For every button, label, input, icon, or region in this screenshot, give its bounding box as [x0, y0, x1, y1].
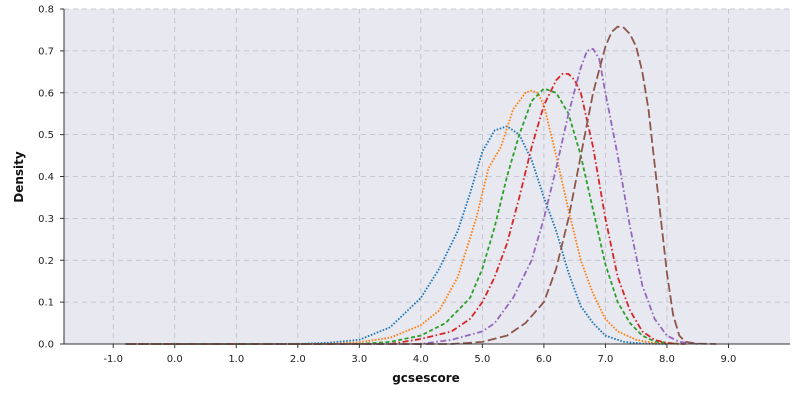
y-tick-label: 0.5	[38, 130, 54, 141]
x-tick-label: 3.0	[351, 354, 367, 365]
x-tick-label: -1.0	[103, 354, 123, 365]
x-tick-label: 0.0	[167, 354, 183, 365]
y-tick-label: 0.2	[38, 256, 54, 267]
x-tick-label: 8.0	[659, 354, 675, 365]
y-tick-label: 0.3	[38, 214, 54, 225]
x-tick-label: 7.0	[597, 354, 613, 365]
y-axis-title: Density	[12, 151, 26, 203]
x-axis-title: gcsescore	[392, 371, 460, 385]
y-tick-label: 0.4	[38, 172, 54, 183]
series-line-4	[125, 73, 686, 345]
x-tick-label: 1.0	[228, 354, 244, 365]
y-tick-label: 0.1	[38, 298, 54, 309]
series-line-3	[125, 87, 680, 345]
axes: -1.0 0.0 1.0 2.0 3.0 4.0 5.0 6.0 7.0 8.0 9.0 0.0 0.1…	[38, 5, 790, 365]
x-tick-label: 5.0	[474, 354, 490, 365]
x-tick-label: 4.0	[413, 354, 429, 365]
y-tick-label: 0.7	[38, 46, 54, 57]
y-tick-label: 0.8	[38, 5, 54, 16]
x-tick-label: 2.0	[290, 354, 306, 365]
x-tick-label: 6.0	[536, 354, 552, 365]
y-tick-label: 0.0	[38, 340, 54, 351]
x-tick-label: 9.0	[721, 354, 737, 365]
series-line-2	[125, 89, 680, 345]
series-group	[125, 25, 717, 345]
series-line-5	[125, 47, 698, 345]
series-line-6	[125, 25, 717, 345]
y-tick-label: 0.6	[38, 88, 54, 99]
